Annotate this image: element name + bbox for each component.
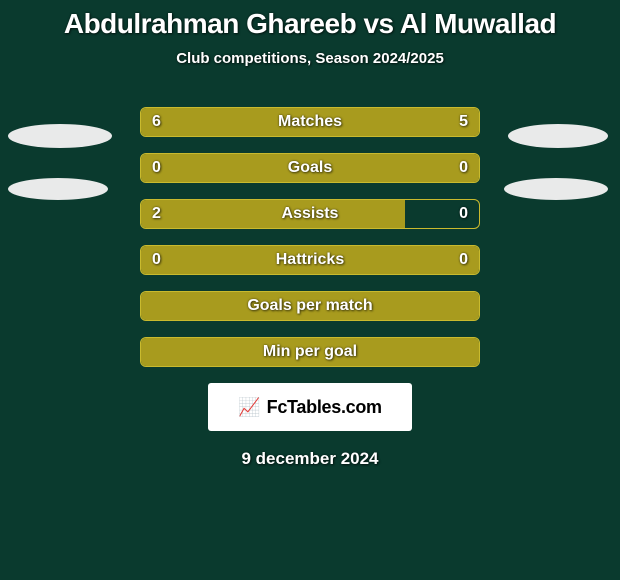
logo-box: 📈 FcTables.com bbox=[208, 383, 412, 431]
stat-row-label: Matches bbox=[140, 107, 480, 137]
logo-chart-icon: 📈 bbox=[238, 398, 260, 416]
stat-row: Hattricks0 0 bbox=[140, 245, 480, 275]
stat-row-left-value: 0 bbox=[152, 245, 161, 275]
subtitle: Club competitions, Season 2024/2025 bbox=[0, 50, 620, 67]
stat-row-label: Min per goal bbox=[140, 337, 480, 367]
page-title: Abdulrahman Ghareeb vs Al Muwallad bbox=[0, 0, 620, 40]
player-right-ellipse bbox=[504, 178, 608, 200]
stat-row-left-value: 0 bbox=[152, 153, 161, 183]
stat-row-label: Assists bbox=[140, 199, 480, 229]
stat-row-label: Hattricks bbox=[140, 245, 480, 275]
player-left-ellipse bbox=[8, 178, 108, 200]
date: 9 december 2024 bbox=[0, 449, 620, 469]
stats-block: Matches65Goals00Assists20Hattricks00Goal… bbox=[0, 107, 620, 367]
stat-row-right-value: 0 bbox=[459, 199, 468, 229]
stat-row-left-value: 2 bbox=[152, 199, 161, 229]
stat-row-label: Goals per match bbox=[140, 291, 480, 321]
stat-row: Matches6 5 bbox=[140, 107, 480, 137]
player-left-ellipse bbox=[8, 124, 112, 148]
stat-row-right-value: 5 bbox=[459, 107, 468, 137]
logo-text: FcTables.com bbox=[267, 397, 382, 418]
player-right-ellipse bbox=[508, 124, 608, 148]
stat-row-left-value: 6 bbox=[152, 107, 161, 137]
stat-row: Goals0 0 bbox=[140, 153, 480, 183]
stat-row: Min per goal bbox=[140, 337, 480, 367]
stat-row: Goals per match bbox=[140, 291, 480, 321]
stat-row: Assists2 0 bbox=[140, 199, 480, 229]
stat-row-label: Goals bbox=[140, 153, 480, 183]
stat-row-right-value: 0 bbox=[459, 153, 468, 183]
stat-row-right-value: 0 bbox=[459, 245, 468, 275]
